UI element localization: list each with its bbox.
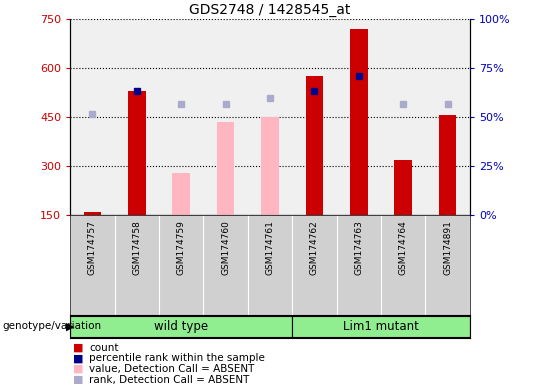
Text: ▶: ▶ [66,321,75,331]
Bar [172,173,190,215]
Text: ■: ■ [73,343,83,353]
Bar [292,316,470,337]
Text: GSM174758: GSM174758 [132,220,141,275]
Bar [438,116,456,215]
Bar [84,212,102,215]
Bar [350,29,368,215]
Text: GSM174760: GSM174760 [221,220,230,275]
Bar [394,160,412,215]
Text: GSM174759: GSM174759 [177,220,186,275]
Bar [70,316,292,337]
Text: rank, Detection Call = ABSENT: rank, Detection Call = ABSENT [89,375,249,384]
Text: wild type: wild type [154,320,208,333]
Text: GSM174763: GSM174763 [354,220,363,275]
Text: GSM174761: GSM174761 [266,220,274,275]
Text: GSM174891: GSM174891 [443,220,452,275]
Text: percentile rank within the sample: percentile rank within the sample [89,353,265,363]
Text: ■: ■ [73,353,83,363]
Text: Lim1 mutant: Lim1 mutant [343,320,419,333]
Text: ■: ■ [73,364,83,374]
Text: GSM174762: GSM174762 [310,220,319,275]
Bar [217,122,234,215]
Bar [261,117,279,215]
Text: GSM174757: GSM174757 [88,220,97,275]
Title: GDS2748 / 1428545_at: GDS2748 / 1428545_at [190,3,350,17]
Bar [128,91,146,215]
Text: GSM174764: GSM174764 [399,220,408,275]
Bar [306,76,323,215]
Text: count: count [89,343,119,353]
Text: genotype/variation: genotype/variation [3,321,102,331]
Text: ■: ■ [73,375,83,384]
Text: value, Detection Call = ABSENT: value, Detection Call = ABSENT [89,364,254,374]
